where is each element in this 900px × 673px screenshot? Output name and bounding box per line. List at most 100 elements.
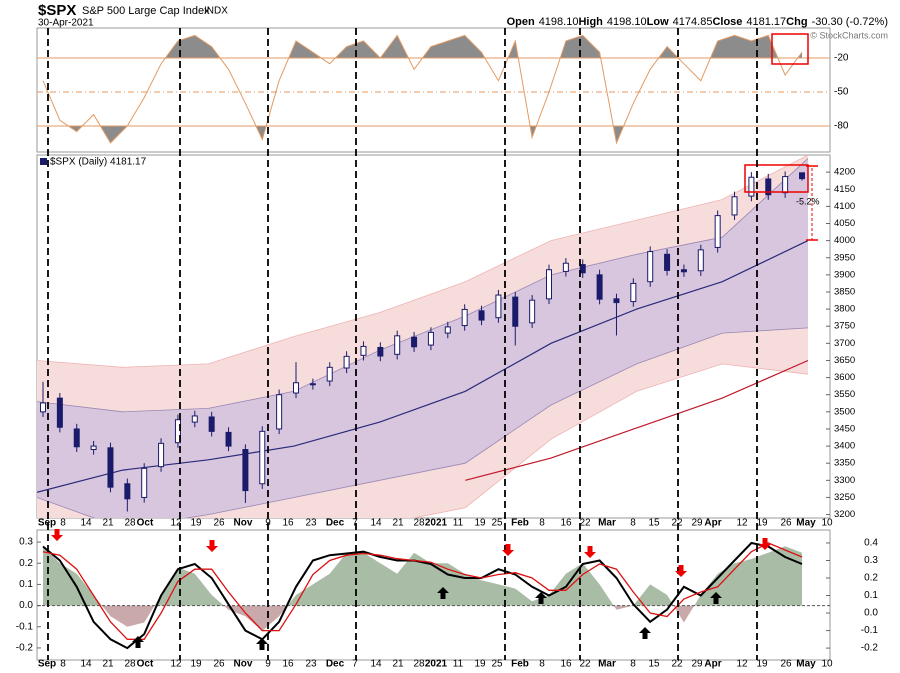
y-tick-label: 3250 (834, 492, 855, 503)
x-tick-label: 16 (560, 659, 572, 670)
x-tick-label: 25 (491, 518, 503, 529)
x-tick-label: 29 (691, 659, 703, 670)
index-name: S&P 500 Large Cap Index (82, 5, 210, 17)
x-tick-label: 14 (80, 518, 92, 529)
x-tick-label: Apr (704, 518, 721, 529)
x-tick-label: 8 (630, 659, 636, 670)
quote-label: High (578, 16, 603, 28)
candle-body (714, 215, 721, 248)
x-tick-label: 23 (305, 659, 317, 670)
x-tick-label: 12 (736, 518, 748, 529)
x-tick-label: 14 (80, 659, 92, 670)
x-tick-label: 12 (736, 659, 748, 670)
quote-value: 4181.17 (746, 16, 786, 28)
panel-frame (36, 154, 831, 519)
x-tick-label: 29 (691, 518, 703, 529)
candle-body (259, 430, 266, 485)
x-tick-label: 7 (352, 659, 358, 670)
credit: © StockCharts.com (810, 30, 888, 40)
candle-body (546, 269, 552, 300)
y-tick-label: 4050 (834, 218, 855, 229)
candle-body (394, 335, 401, 355)
candle-body (461, 308, 468, 327)
y-tick-label: 3950 (834, 252, 855, 263)
y2-tick-label: 0.3 (864, 555, 878, 566)
buy-arrow (535, 592, 547, 604)
buy-arrow (256, 638, 268, 650)
y2-tick-label: 0.1 (864, 590, 878, 601)
x-tick-label: 22 (579, 659, 591, 670)
candle-body (444, 326, 451, 334)
candle-body (697, 249, 704, 272)
y2-tick-label: 0.2 (864, 573, 878, 584)
candle-body (40, 402, 46, 413)
candle-body (411, 336, 418, 348)
candle-body (124, 483, 131, 500)
x-tick-label: 8 (60, 518, 66, 529)
candle-body (731, 196, 738, 216)
histogram-area (102, 605, 695, 631)
candle-body (799, 172, 805, 180)
x-tick-label: 10 (821, 518, 833, 529)
y-tick-label: 4100 (834, 201, 855, 212)
y-tick-label: -50 (834, 87, 849, 98)
candle-body (174, 419, 181, 444)
x-tick-label: 26 (780, 518, 792, 529)
y2-tick-label: -0.1 (861, 625, 879, 636)
x-tick-label: Feb (511, 659, 529, 670)
candle-body (512, 296, 519, 327)
indicator-line (42, 34, 803, 145)
candle-body (748, 176, 755, 197)
y-tick-label: -0.2 (16, 643, 34, 654)
sell-arrow (675, 565, 687, 577)
annotation: -5.2% (796, 196, 820, 206)
y-tick-label: -0.1 (16, 621, 34, 632)
y-tick-label: 0.2 (19, 558, 33, 569)
x-tick-label: Oct (137, 659, 154, 670)
candle-body (191, 415, 198, 423)
date: 30-Apr-2021 (38, 18, 94, 29)
y-tick-label: 4200 (834, 167, 855, 178)
highlight-box (771, 33, 809, 65)
quote-value: 4198.10 (539, 16, 579, 28)
x-tick-label: Oct (137, 518, 154, 529)
candle-body (478, 310, 485, 321)
x-tick-label: May (796, 659, 816, 670)
y-tick-label: 0.0 (19, 600, 33, 611)
y-tick-label: 3800 (834, 304, 855, 315)
exchange: INDX (204, 6, 228, 17)
y-tick-label: 0.1 (19, 579, 33, 590)
y-tick-label: -20 (834, 53, 849, 64)
sell-arrow (206, 540, 218, 552)
x-tick-label: 2021 (425, 659, 448, 670)
x-tick-label: 15 (648, 518, 660, 529)
candle-body (276, 394, 283, 430)
y2-tick-label: -0.2 (861, 643, 879, 654)
x-tick-label: 23 (305, 518, 317, 529)
x-tick-label: 16 (560, 518, 572, 529)
y-tick-label: 3400 (834, 441, 855, 452)
buy-arrow (639, 627, 651, 639)
quote: Open 4198.10High 4198.10Low 4174.85Close 418… (507, 16, 888, 28)
candle-body (56, 397, 63, 428)
candle-body (242, 449, 249, 492)
x-tick-label: Feb (511, 518, 529, 529)
x-tick-label: 26 (780, 659, 792, 670)
y-tick-label: 3700 (834, 338, 855, 349)
x-tick-label: 9 (265, 659, 271, 670)
x-tick-label: Dec (326, 659, 345, 670)
candle-body (141, 467, 148, 498)
x-tick-label: 19 (190, 659, 202, 670)
candle-body (529, 299, 536, 324)
quote-label: Low (647, 16, 669, 28)
candle-body (630, 282, 637, 303)
band-line (37, 158, 809, 413)
candle-body (664, 253, 671, 271)
quote-value: 4198.10 (607, 16, 647, 28)
x-tick-label: 21 (392, 659, 404, 670)
x-tick-label: May (796, 518, 816, 529)
y-tick-label: 4150 (834, 184, 855, 195)
indicator-fill (43, 35, 802, 59)
candle-body (562, 262, 569, 272)
